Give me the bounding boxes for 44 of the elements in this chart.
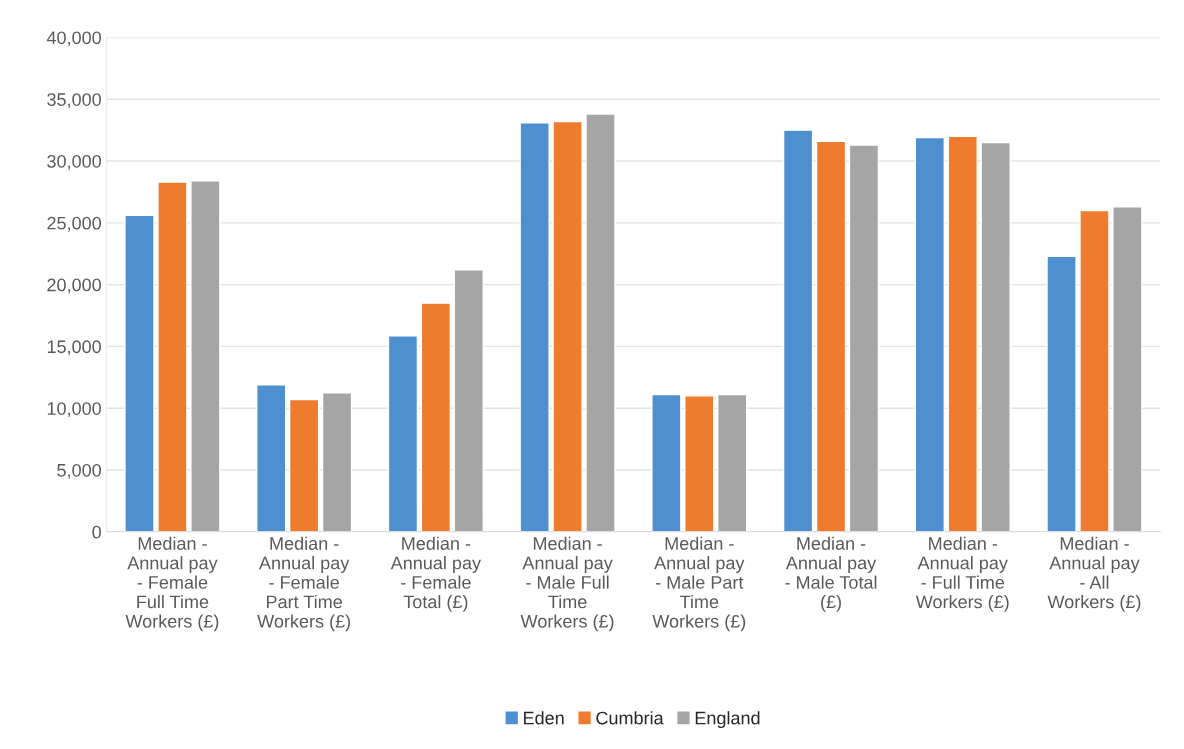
bar [782,129,814,532]
bar [848,144,880,532]
bar [256,384,287,532]
bar [1079,209,1110,532]
bar [815,140,847,532]
bar [190,180,221,532]
bar [1046,255,1077,532]
x-tick-label: Median - Annual pay - Female Part Time Workers (£) [257,536,351,632]
x-tick-label: Median - Annual pay - Male Total (£) [785,536,877,612]
bar [552,120,583,532]
bar [453,269,484,532]
x-tick-label: Median - Annual pay - Full Time Workers (£) [915,536,1009,612]
y-tick-label: 20,000 [47,278,101,294]
y-tick-label: 15,000 [47,340,101,356]
bar [980,141,1011,532]
bar [585,113,616,532]
bar [519,122,550,532]
bar [157,181,188,532]
bar [387,335,419,532]
legend-label: Cumbria [596,711,664,725]
y-tick-label: 0 [92,525,101,539]
y-tick-label: 40,000 [46,31,101,47]
x-tick-label: Median - Annual pay - Female Full Time Workers (£) [125,536,219,632]
x-tick-label: Median - Annual pay - Female Total (£) [390,536,481,612]
bar [420,302,452,532]
y-tick-label: 5,000 [57,463,101,479]
bar [914,136,945,532]
bar [288,398,320,532]
bar [124,214,155,532]
y-tick-label: 25,000 [47,216,101,232]
y-tick-label: 30,000 [47,154,101,170]
y-tick-label: 10,000 [47,402,101,418]
bar [321,392,353,532]
bar [684,395,715,532]
y-tick-label: 35,000 [47,93,101,109]
bar [1112,206,1143,532]
bar [947,135,978,532]
x-tick-label: Median - Annual pay - All Workers (£) [1047,536,1141,612]
bar [651,393,682,532]
x-tick-label: Median - Annual pay - Male Part Time Workers (£) [652,536,746,632]
x-tick-label: Median - Annual pay - Male Full Time Workers (£) [520,536,614,632]
legend-label: Eden [524,711,564,725]
legend-label: England [695,711,760,728]
bar [717,393,748,532]
